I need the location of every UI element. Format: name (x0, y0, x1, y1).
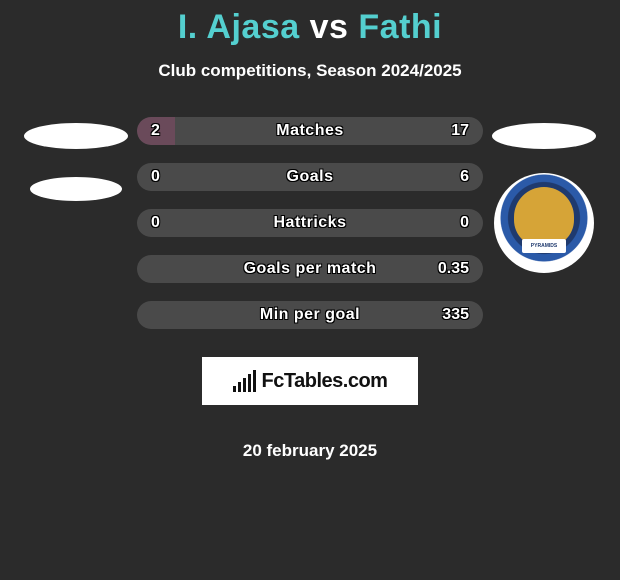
stat-label: Hattricks (274, 214, 347, 232)
stat-value-left: 0 (151, 214, 160, 232)
stat-value-left: 0 (151, 168, 160, 186)
stat-label: Matches (276, 122, 344, 140)
stat-bar-goals-per-match: Goals per match 0.35 (137, 255, 483, 283)
player1-name: I. Ajasa (178, 8, 300, 46)
club-name-ribbon: PYRAMIDS (522, 239, 566, 253)
subtitle: Club competitions, Season 2024/2025 (0, 61, 620, 81)
stat-value-right: 335 (442, 306, 469, 324)
page-title: I. Ajasa vs Fathi (0, 8, 620, 47)
stats-column: 2 Matches 17 0 Goals 6 0 Hattricks 0 Goa… (137, 117, 483, 461)
stat-bar-hattricks: 0 Hattricks 0 (137, 209, 483, 237)
comparison-card: I. Ajasa vs Fathi Club competitions, Sea… (0, 0, 620, 461)
stat-label: Min per goal (260, 306, 360, 324)
player2-name: Fathi (358, 8, 442, 46)
right-avatar-column: PYRAMIDS (483, 117, 605, 273)
player2-avatar-placeholder (492, 123, 596, 149)
player2-club-badge: PYRAMIDS (494, 173, 594, 273)
stat-value-right: 17 (451, 122, 469, 140)
bar-chart-icon (233, 370, 256, 392)
stat-value-left: 2 (151, 122, 160, 140)
stat-value-right: 0 (460, 214, 469, 232)
vs-separator: vs (310, 8, 349, 46)
brand-text: FcTables.com (262, 370, 388, 393)
club-crest-icon (514, 187, 574, 247)
stat-bar-min-per-goal: Min per goal 335 (137, 301, 483, 329)
stat-label: Goals (287, 168, 334, 186)
content-row: 2 Matches 17 0 Goals 6 0 Hattricks 0 Goa… (0, 117, 620, 461)
stat-value-right: 6 (460, 168, 469, 186)
stat-bar-goals: 0 Goals 6 (137, 163, 483, 191)
player1-avatar-placeholder (24, 123, 128, 149)
stat-value-right: 0.35 (438, 260, 469, 278)
date-line: 20 february 2025 (243, 441, 377, 461)
left-avatar-column (15, 117, 137, 229)
stat-label: Goals per match (244, 260, 377, 278)
player1-club-placeholder (30, 177, 122, 201)
stat-bar-matches: 2 Matches 17 (137, 117, 483, 145)
brand-link[interactable]: FcTables.com (202, 357, 418, 405)
